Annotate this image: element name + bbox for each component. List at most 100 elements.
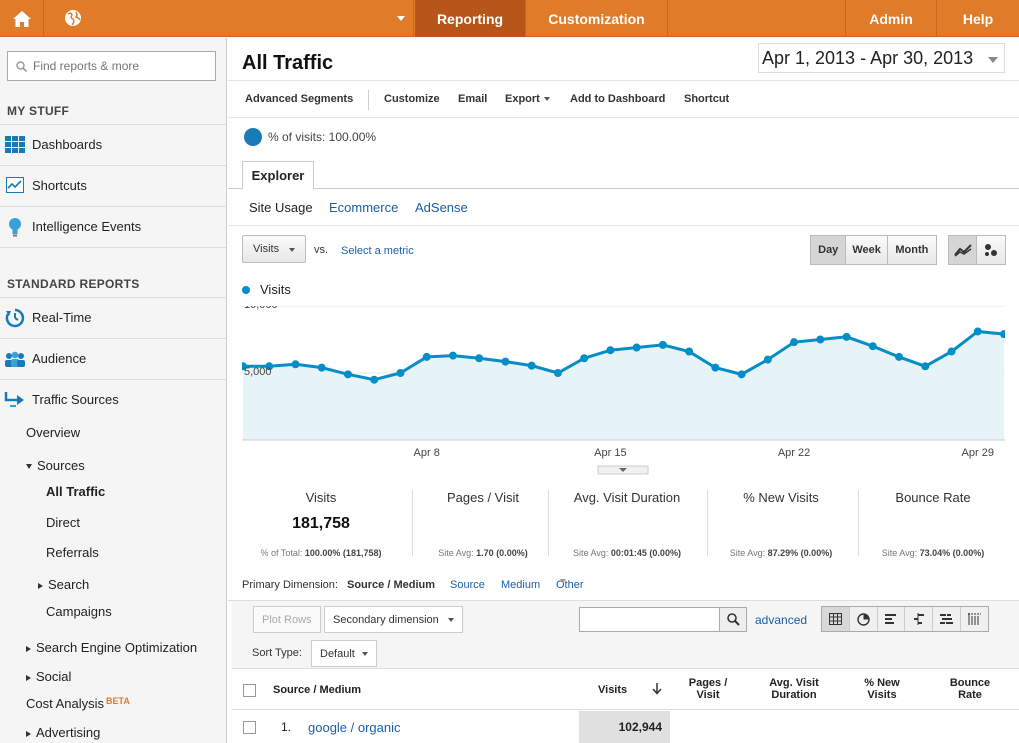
sidebar-sub-cost-analysis[interactable]: Cost Analysis BETA	[26, 696, 130, 711]
column-pages-visit[interactable]: Pages / Visit	[688, 677, 728, 701]
subtab-ecommerce[interactable]: Ecommerce	[329, 200, 399, 215]
chevron-down-icon	[362, 652, 368, 656]
sidebar-sub-all-traffic[interactable]: All Traffic	[46, 484, 106, 499]
sidebar-sub-referrals[interactable]: Referrals	[46, 545, 99, 560]
motion-chart-button[interactable]	[977, 236, 1005, 264]
sidebar-item-realtime[interactable]: Real-Time	[0, 297, 226, 337]
day-button[interactable]: Day	[811, 236, 847, 264]
metric-dropdown[interactable]: Visits	[242, 235, 306, 263]
sidebar-item-label: Shortcuts	[32, 178, 87, 193]
sidebar-sub-campaigns[interactable]: Campaigns	[46, 604, 112, 619]
select-all-checkbox[interactable]	[243, 684, 256, 697]
data-point	[973, 327, 982, 336]
table-view-selector	[821, 606, 989, 632]
audience-icon	[4, 349, 26, 369]
visits-chart: 10,000 5,000 Apr 8 Apr 15 Apr 22 Apr 29	[242, 306, 1005, 475]
data-point	[737, 370, 746, 379]
y-tick-label: 10,000	[244, 306, 278, 311]
sidebar-sub-overview[interactable]: Overview	[26, 425, 81, 440]
column-bounce-rate[interactable]: Bounce Rate	[949, 677, 991, 701]
report-search-input[interactable]	[33, 59, 203, 73]
data-point	[291, 360, 300, 369]
column-new-visits[interactable]: % New Visits	[864, 677, 900, 701]
row-checkbox[interactable]	[243, 721, 256, 734]
tab-admin[interactable]: Admin	[845, 0, 937, 37]
section-my-stuff: MY STUFF	[7, 104, 70, 118]
column-visits[interactable]: Visits	[598, 684, 628, 696]
subtab-adsense[interactable]: AdSense	[415, 200, 468, 215]
tab-customization[interactable]: Customization	[526, 0, 668, 37]
sidebar-item-intelligence[interactable]: Intelligence Events	[0, 206, 226, 246]
month-button[interactable]: Month	[887, 236, 936, 264]
sidebar-item-audience[interactable]: Audience	[0, 338, 226, 378]
sidebar-sub-search[interactable]: Search	[38, 577, 89, 592]
data-point	[947, 347, 956, 356]
export-button[interactable]: Export	[505, 93, 550, 105]
sidebar-sub-seo[interactable]: Search Engine Optimization	[26, 640, 197, 655]
sidebar-sub-direct[interactable]: Direct	[46, 515, 80, 530]
advanced-filter-link[interactable]: advanced	[755, 613, 808, 627]
sidebar-item-traffic-sources[interactable]: Traffic Sources	[0, 379, 226, 419]
chevron-down-icon	[397, 16, 405, 21]
home-button[interactable]	[0, 0, 44, 37]
subtab-site-usage[interactable]: Site Usage	[249, 200, 313, 215]
tab-explorer[interactable]: Explorer	[242, 161, 314, 190]
column-source-medium[interactable]: Source / Medium	[273, 684, 362, 696]
secondary-dimension-dropdown[interactable]: Secondary dimension	[324, 606, 463, 633]
line-chart-button[interactable]	[949, 236, 978, 264]
sort-type-dropdown[interactable]: Default	[311, 640, 377, 667]
data-point	[475, 354, 484, 363]
scorecard-visits[interactable]: Visits 181,758 % of Total: 100.00% (181,…	[242, 488, 400, 558]
report-search[interactable]	[7, 51, 216, 81]
plot-rows-button[interactable]: Plot Rows	[253, 606, 321, 633]
scorecard-pages-visit[interactable]: Pages / Visit Site Avg: 1.70 (0.00%)	[438, 490, 528, 558]
advanced-segments-button[interactable]: Advanced Segments	[245, 93, 354, 105]
pivot-view-button[interactable]	[961, 607, 988, 631]
segment-percent: % of visits: 100.00%	[244, 128, 376, 146]
column-avg-duration[interactable]: Avg. Visit Duration	[769, 677, 819, 701]
term-cloud-view-button[interactable]	[933, 607, 962, 631]
shortcut-button[interactable]: Shortcut	[684, 93, 730, 105]
email-button[interactable]: Email	[458, 93, 488, 105]
sidebar: MY STUFF Dashboards Shortcuts Intelligen…	[0, 38, 227, 743]
pie-view-button[interactable]	[850, 607, 878, 631]
scorecard-value: 181,758	[292, 515, 350, 532]
date-range-picker[interactable]: Apr 1, 2013 - Apr 30, 2013	[758, 43, 1005, 73]
sidebar-sub-sources[interactable]: Sources	[26, 458, 85, 473]
home-icon	[12, 10, 31, 27]
scorecard-avg-duration[interactable]: Avg. Visit Duration Site Avg: 00:01:45 (…	[573, 490, 681, 558]
chart-type-selector	[948, 235, 1006, 265]
data-point	[448, 351, 457, 360]
tab-reporting[interactable]: Reporting	[415, 0, 526, 37]
data-view-button[interactable]	[822, 607, 850, 631]
globe-icon	[65, 10, 81, 26]
row-index: 1.	[281, 720, 292, 734]
sidebar-item-label: Real-Time	[32, 310, 92, 325]
dashboard-icon	[4, 135, 26, 155]
dimension-source[interactable]: Source	[450, 579, 485, 591]
tab-help[interactable]: Help	[962, 10, 994, 27]
account-selector[interactable]	[44, 0, 414, 37]
row-source-medium-link[interactable]: google / organic	[308, 720, 401, 735]
data-point	[343, 370, 352, 379]
table-filter-input[interactable]	[579, 607, 720, 632]
scorecard-bounce-rate[interactable]: Bounce Rate Site Avg: 73.04% (0.00%)	[881, 490, 985, 558]
dimension-medium[interactable]: Medium	[501, 579, 541, 591]
comparison-view-button[interactable]	[905, 607, 934, 631]
sidebar-sub-social[interactable]: Social	[26, 669, 71, 684]
select-metric-link[interactable]: Select a metric	[341, 245, 414, 257]
performance-view-button[interactable]	[878, 607, 906, 631]
week-button[interactable]: Week	[846, 236, 888, 264]
customize-button[interactable]: Customize	[384, 93, 440, 105]
traffic-sources-icon	[4, 390, 26, 410]
chevron-down-icon	[988, 57, 998, 63]
sidebar-sub-advertising[interactable]: Advertising	[26, 725, 100, 740]
add-to-dashboard-button[interactable]: Add to Dashboard	[570, 93, 666, 105]
sidebar-item-shortcuts[interactable]: Shortcuts	[0, 165, 226, 205]
table-search-button[interactable]	[719, 607, 747, 632]
sidebar-item-dashboards[interactable]: Dashboards	[0, 124, 226, 164]
chevron-down-icon	[543, 97, 550, 102]
scorecard-new-visits[interactable]: % New Visits Site Avg: 87.29% (0.00%)	[729, 490, 833, 558]
divider	[368, 90, 369, 110]
dimension-source-medium[interactable]: Source / Medium	[347, 579, 436, 591]
